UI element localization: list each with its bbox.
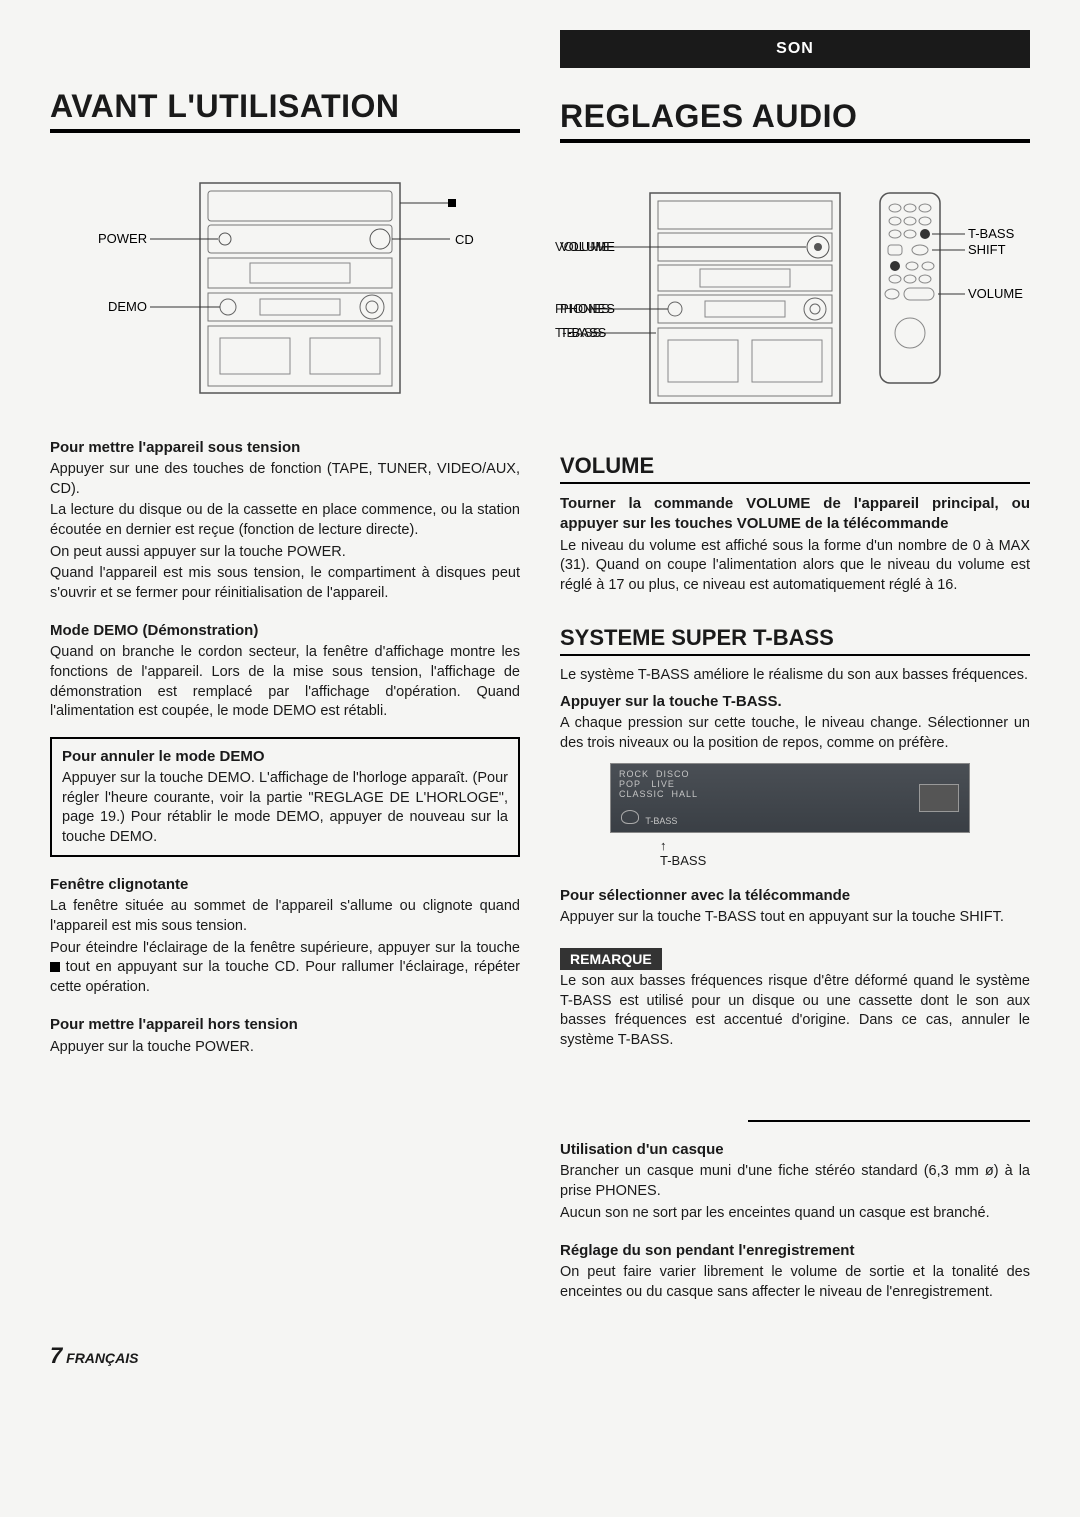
- ov-phones: PHONES: [555, 301, 610, 316]
- divider: [748, 1120, 1030, 1122]
- heading-record-sound: Réglage du son pendant l'enregistrement: [560, 1241, 1030, 1261]
- banner-son: SON: [560, 30, 1030, 68]
- text: Quand on branche le cordon secteur, la f…: [50, 643, 520, 721]
- page-number: 7: [50, 1343, 62, 1368]
- text: A chaque pression sur cette touche, le n…: [560, 714, 1030, 753]
- ov-volume: VOLUME: [555, 239, 610, 254]
- tbass-display: ROCK DISCO POP LIVE CLASSIC HALL T-BASS: [610, 763, 970, 833]
- text: Appuyer sur la touche T-BASS tout en app…: [560, 908, 1030, 928]
- label-power: POWER: [98, 231, 147, 246]
- label-r-shift: SHIFT: [968, 242, 1006, 257]
- text: Pour éteindre l'éclairage de la fenêtre …: [50, 939, 520, 998]
- text: On peut faire varier librement le volume…: [560, 1263, 1030, 1302]
- footer: 7 FRANÇAIS: [50, 1343, 1030, 1369]
- label-r-volume: VOLUME: [968, 286, 1023, 301]
- right-column: SON REGLAGES AUDIO: [560, 30, 1030, 1303]
- demo-cancel-box: Pour annuler le mode DEMO Appuyer sur la…: [50, 737, 520, 858]
- text: Le système T-BASS améliore le réalisme d…: [560, 666, 1030, 686]
- volume-instruction: Tourner la commande VOLUME de l'appareil…: [560, 494, 1030, 535]
- text: On peut aussi appuyer sur la touche POWE…: [50, 543, 520, 563]
- label-r-tbass: T-BASS: [968, 226, 1015, 241]
- label-demo: DEMO: [108, 299, 147, 314]
- text: Quand l'appareil est mis sous tension, l…: [50, 564, 520, 603]
- text: La fenêtre située au sommet de l'apparei…: [50, 897, 520, 936]
- box-heading: Pour annuler le mode DEMO: [62, 747, 508, 767]
- text: Appuyer sur une des touches de fonction …: [50, 460, 520, 499]
- right-figure: VOLUME PHONES T-BASS x T-BASS SHIFT VOLU…: [560, 173, 1030, 423]
- heading-power-off: Pour mettre l'appareil hors tension: [50, 1015, 520, 1035]
- heading-demo: Mode DEMO (Démonstration): [50, 621, 520, 641]
- left-title: AVANT L'UTILISATION: [50, 88, 520, 133]
- left-figure: POWER DEMO CD: [50, 163, 520, 413]
- text: Appuyer sur la touche POWER.: [50, 1038, 520, 1058]
- text: Le son aux basses fréquences risque d'êt…: [560, 972, 1030, 1050]
- text: Aucun son ne sort par les enceintes quan…: [560, 1204, 1030, 1224]
- heading-remote-select: Pour sélectionner avec la télécommande: [560, 886, 1030, 906]
- tbass-instruction: Appuyer sur la touche T-BASS.: [560, 692, 1030, 712]
- text: Appuyer sur la touche DEMO. L'affichage …: [62, 769, 508, 847]
- text: Le niveau du volume est affiché sous la …: [560, 537, 1030, 596]
- text: La lecture du disque ou de la cassette e…: [50, 501, 520, 540]
- display-modes: ROCK DISCO POP LIVE CLASSIC HALL: [619, 769, 961, 799]
- ov-tbass: T-BASS: [555, 325, 601, 340]
- heading-tbass: SYSTEME SUPER T-BASS: [560, 625, 1030, 656]
- heading-blink: Fenêtre clignotante: [50, 875, 520, 895]
- label-cd: CD: [455, 232, 474, 247]
- tbass-caption: ↑T-BASS: [660, 838, 1030, 868]
- heading-volume: VOLUME: [560, 453, 1030, 484]
- left-column: AVANT L'UTILISATION: [50, 30, 520, 1303]
- footer-lang: FRANÇAIS: [66, 1350, 138, 1366]
- heading-power-on: Pour mettre l'appareil sous tension: [50, 438, 520, 458]
- right-title: REGLAGES AUDIO: [560, 98, 1030, 143]
- text: Brancher un casque muni d'une fiche stér…: [560, 1162, 1030, 1201]
- stop-icon: [50, 962, 60, 972]
- heading-headphone: Utilisation d'un casque: [560, 1140, 1030, 1160]
- remarque-label: REMARQUE: [560, 948, 662, 970]
